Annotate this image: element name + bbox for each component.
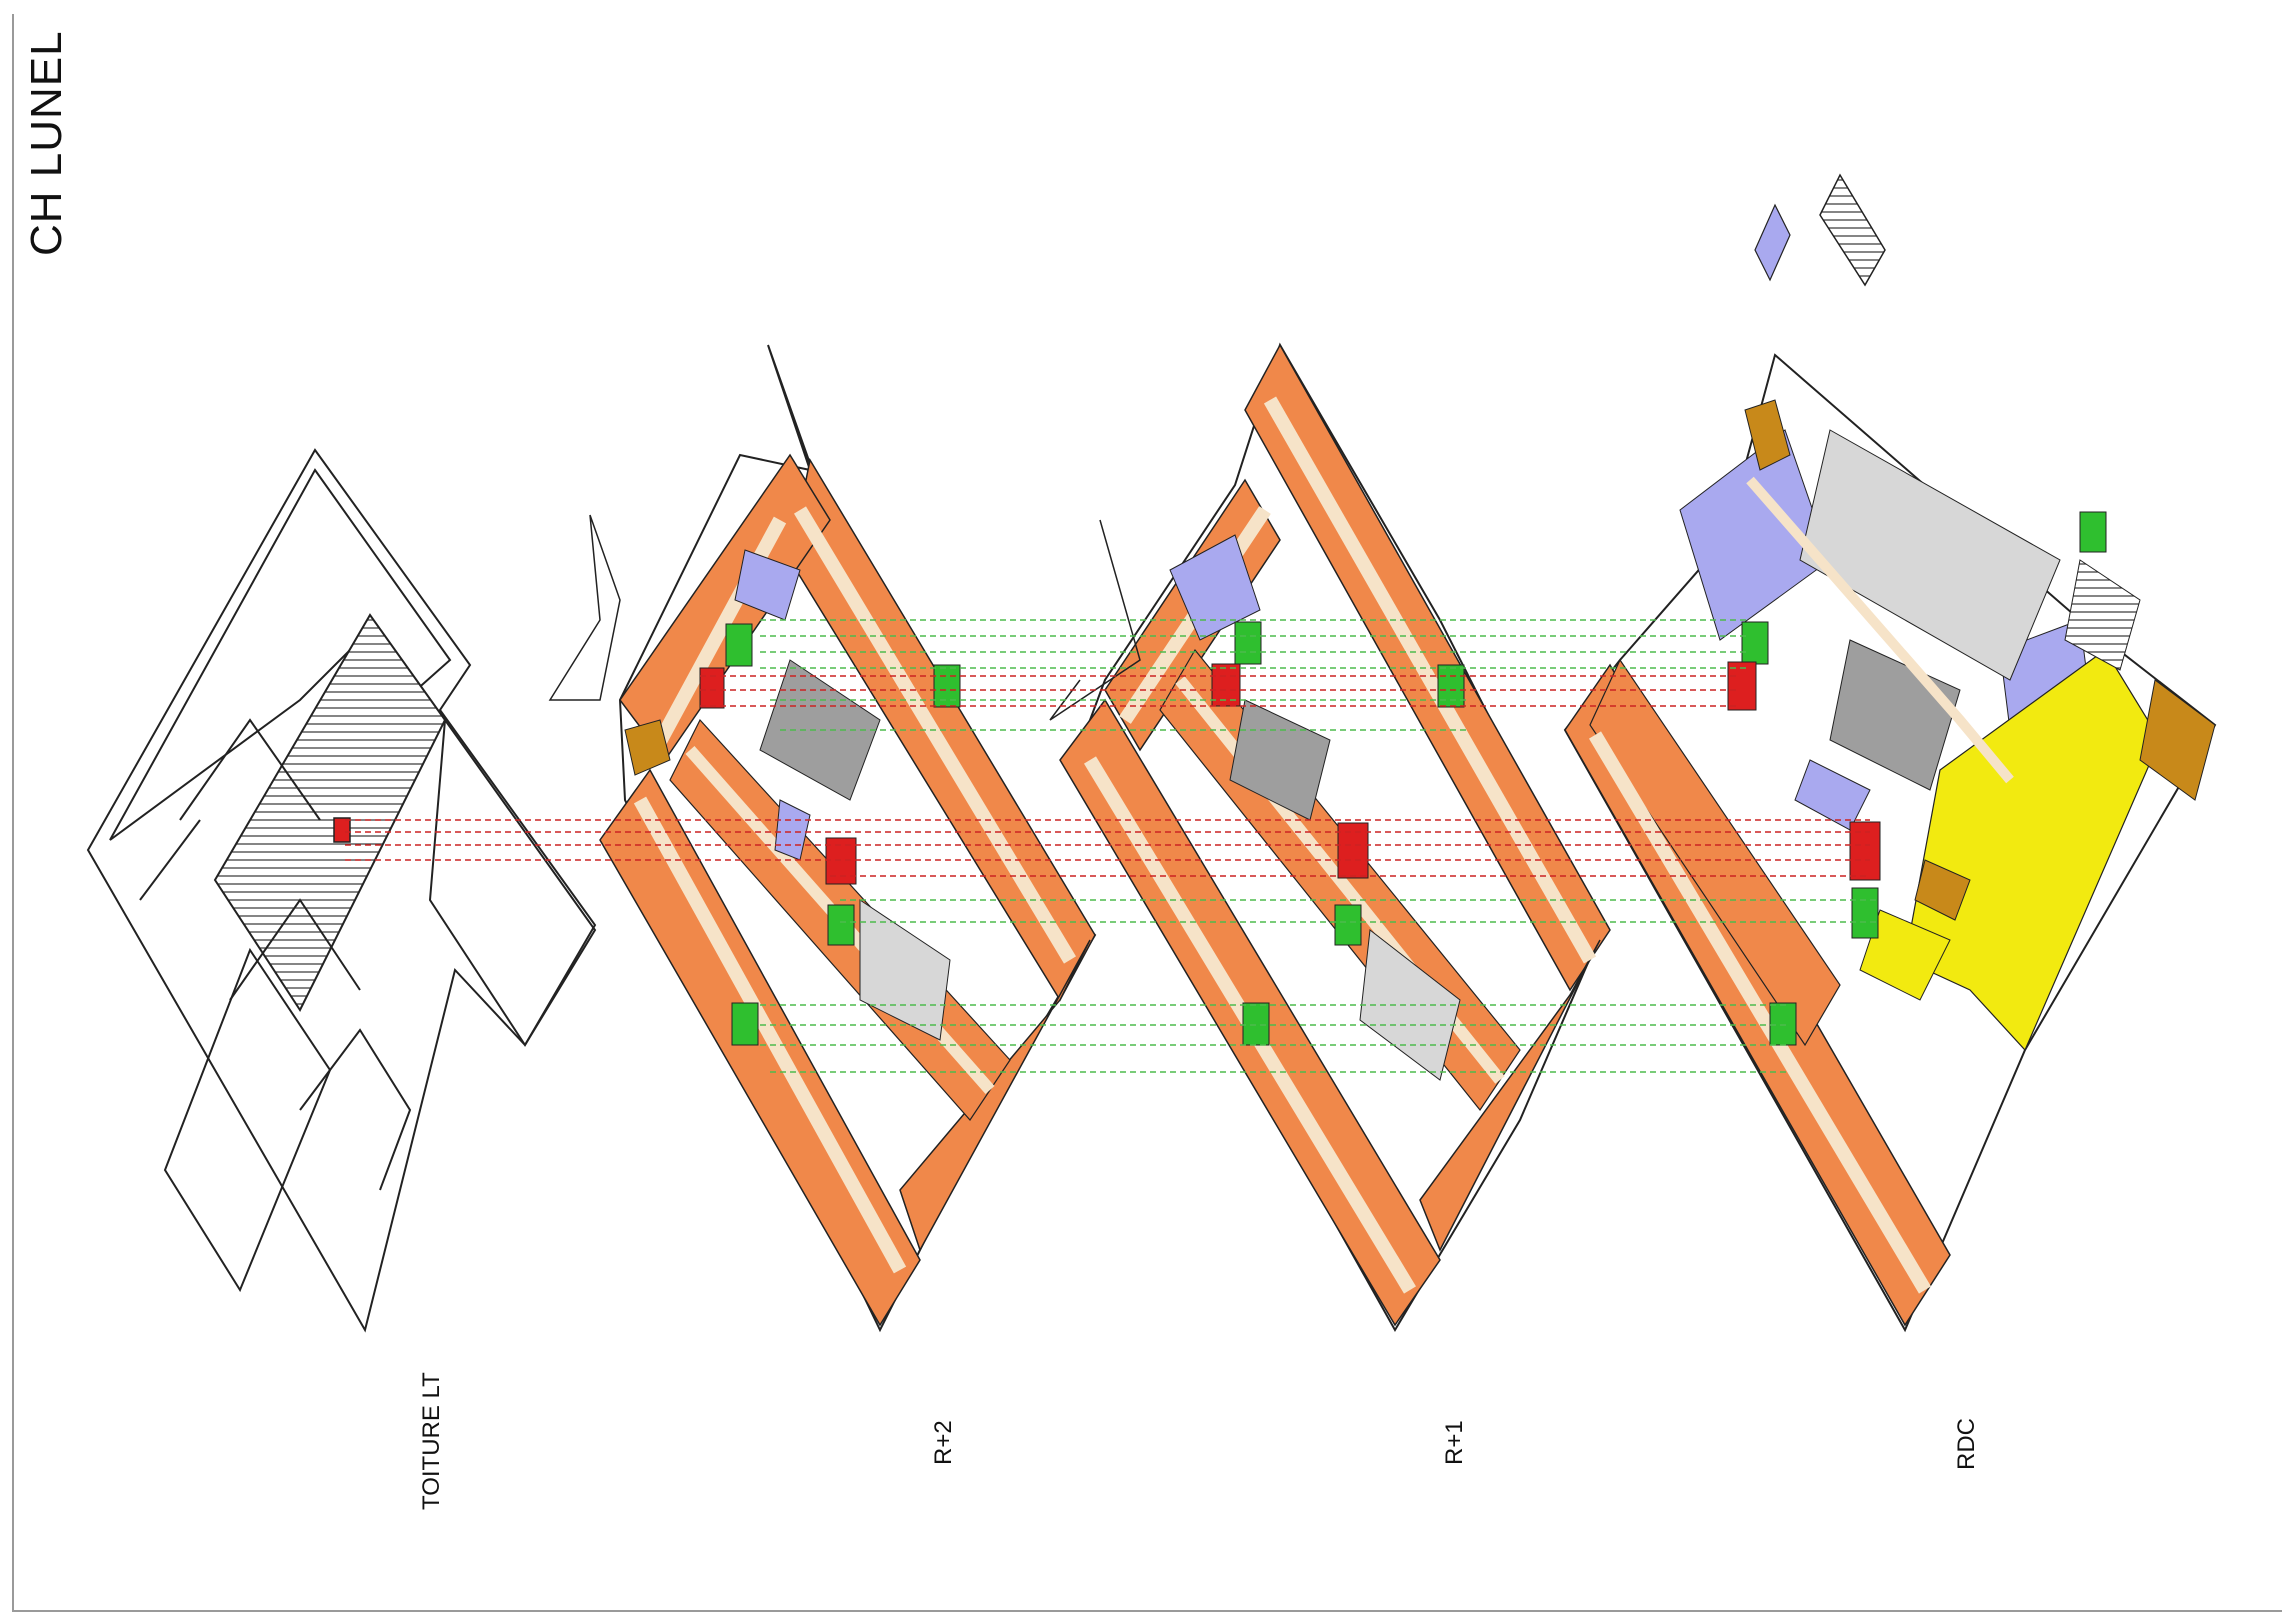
- roof-hatched-zone[interactable]: [213, 613, 447, 1013]
- roof-wing-east: [428, 717, 597, 1047]
- roof-ridge-3: [299, 1028, 412, 1191]
- r2-stair-green-4[interactable]: [731, 1002, 759, 1046]
- r1-stair-red-1[interactable]: [1211, 663, 1241, 707]
- r2-north-annex: [548, 514, 621, 701]
- rdc-stair-green-3[interactable]: [1769, 1002, 1797, 1046]
- rdc-stair-green-4[interactable]: [2079, 511, 2107, 553]
- frame-left-border: [12, 14, 14, 1612]
- rdc-ochre-east[interactable]: [2139, 679, 2216, 801]
- r1-stair-green-3[interactable]: [1334, 904, 1362, 946]
- rdc-corridor-south: [1588, 731, 1932, 1294]
- plan-r1: [1049, 342, 1611, 1332]
- plan-toiture: [86, 448, 597, 1333]
- rdc-detached-hatched-block[interactable]: [1819, 173, 1886, 287]
- rdc-hatched-plant[interactable]: [2064, 559, 2141, 671]
- r2-south-wing-rooms[interactable]: [599, 768, 921, 1327]
- r2-east-wing-rooms[interactable]: [899, 939, 1091, 1252]
- roof-ridge-1: [179, 718, 321, 821]
- r1-service-blue[interactable]: [1169, 534, 1261, 641]
- rdc-middle-rooms[interactable]: [1589, 658, 1841, 1047]
- rdc-ochre-south[interactable]: [1914, 859, 1971, 921]
- roof-ridge-4: [139, 819, 201, 901]
- r1-stair-green-4[interactable]: [1242, 1002, 1270, 1046]
- r1-stair-red-2[interactable]: [1337, 822, 1369, 879]
- rdc-technical-grey-north[interactable]: [1799, 429, 2061, 681]
- rdc-ochre-north[interactable]: [1744, 399, 1791, 471]
- r1-stair-green-1[interactable]: [1234, 621, 1262, 665]
- r2-stair-red-1[interactable]: [699, 667, 725, 709]
- r2-stair-green-1[interactable]: [725, 623, 753, 667]
- vertical-link-lines: [345, 619, 1880, 1073]
- roof-ridge-2: [229, 898, 361, 1001]
- r2-annex-ochre[interactable]: [624, 719, 671, 776]
- r2-corridor-south: [633, 796, 907, 1274]
- rdc-stair-green-1[interactable]: [1741, 621, 1769, 665]
- r2-stair-green-2[interactable]: [933, 664, 961, 708]
- rdc-detached-blue-block[interactable]: [1754, 203, 1791, 282]
- roof-block-south: [163, 947, 332, 1293]
- rdc-consult-yellow-2[interactable]: [1859, 909, 1951, 1001]
- r1-east-wing-rooms[interactable]: [1419, 939, 1601, 1252]
- plan-rdc: [1563, 173, 2217, 1333]
- rdc-stair-green-2[interactable]: [1851, 887, 1879, 939]
- rdc-corridor-cross: [1746, 476, 2014, 784]
- r2-corridor-north: [793, 506, 1077, 964]
- roof-stair-red[interactable]: [333, 817, 351, 843]
- r1-corridor-north: [1263, 396, 1597, 964]
- r2-stair-green-3[interactable]: [827, 904, 855, 946]
- plan-r2: [548, 344, 1097, 1333]
- rdc-stair-red-2[interactable]: [1849, 821, 1881, 881]
- frame-bottom-border: [12, 1610, 2282, 1612]
- rdc-stair-red-1[interactable]: [1727, 661, 1757, 711]
